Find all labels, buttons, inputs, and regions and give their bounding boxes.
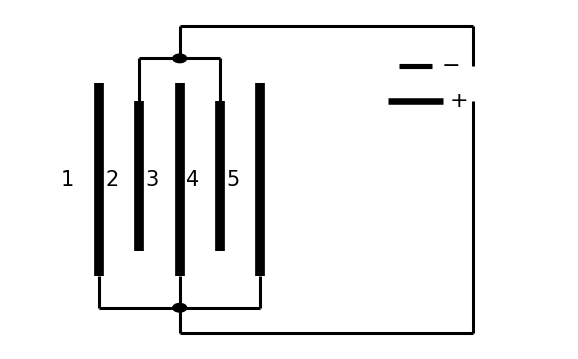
Text: 4: 4 bbox=[186, 169, 199, 190]
Text: +: + bbox=[450, 91, 469, 111]
Text: −: − bbox=[442, 56, 461, 75]
Text: 1: 1 bbox=[61, 169, 74, 190]
Text: 2: 2 bbox=[105, 169, 118, 190]
Circle shape bbox=[173, 303, 187, 312]
Text: 3: 3 bbox=[146, 169, 159, 190]
Circle shape bbox=[173, 54, 187, 63]
Text: 5: 5 bbox=[226, 169, 239, 190]
